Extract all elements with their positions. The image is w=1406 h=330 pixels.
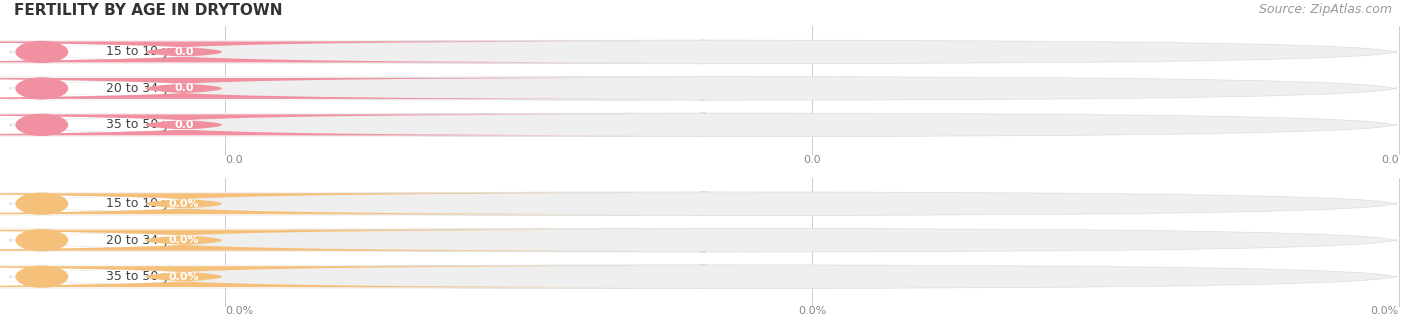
Ellipse shape: [15, 266, 69, 288]
FancyBboxPatch shape: [10, 228, 1396, 252]
Text: 0.0%: 0.0%: [169, 199, 200, 209]
Text: 15 to 19 years: 15 to 19 years: [107, 197, 197, 210]
FancyBboxPatch shape: [0, 229, 637, 252]
Text: 0.0%: 0.0%: [169, 235, 200, 245]
FancyBboxPatch shape: [0, 42, 703, 62]
Text: 0.0: 0.0: [174, 120, 194, 130]
FancyBboxPatch shape: [0, 192, 637, 215]
Text: 0.0: 0.0: [174, 47, 194, 57]
FancyBboxPatch shape: [0, 40, 637, 63]
Text: 0.0: 0.0: [803, 154, 821, 165]
FancyBboxPatch shape: [10, 113, 1396, 137]
FancyBboxPatch shape: [0, 115, 703, 135]
Text: 20 to 34 years: 20 to 34 years: [107, 82, 197, 95]
Text: 0.0%: 0.0%: [1371, 306, 1399, 316]
Ellipse shape: [15, 193, 69, 215]
Ellipse shape: [15, 114, 69, 136]
FancyBboxPatch shape: [10, 77, 1396, 100]
FancyBboxPatch shape: [0, 78, 703, 99]
Text: 35 to 50 years: 35 to 50 years: [105, 118, 197, 131]
Text: 0.0%: 0.0%: [797, 306, 827, 316]
Text: FERTILITY BY AGE IN DRYTOWN: FERTILITY BY AGE IN DRYTOWN: [14, 3, 283, 18]
FancyBboxPatch shape: [10, 265, 1396, 288]
Text: 0.0%: 0.0%: [169, 272, 200, 282]
Text: 35 to 50 years: 35 to 50 years: [105, 270, 197, 283]
FancyBboxPatch shape: [0, 193, 703, 214]
Text: 20 to 34 years: 20 to 34 years: [107, 234, 197, 247]
Ellipse shape: [15, 77, 69, 100]
Ellipse shape: [15, 229, 69, 251]
Text: Source: ZipAtlas.com: Source: ZipAtlas.com: [1258, 3, 1392, 16]
FancyBboxPatch shape: [0, 230, 703, 251]
FancyBboxPatch shape: [0, 265, 637, 288]
Text: 0.0: 0.0: [225, 154, 243, 165]
FancyBboxPatch shape: [0, 77, 637, 100]
FancyBboxPatch shape: [10, 192, 1396, 215]
Text: 0.0%: 0.0%: [225, 306, 253, 316]
FancyBboxPatch shape: [10, 40, 1396, 64]
Text: 0.0: 0.0: [1381, 154, 1399, 165]
FancyBboxPatch shape: [0, 266, 703, 287]
Ellipse shape: [15, 41, 69, 63]
Text: 15 to 19 years: 15 to 19 years: [107, 46, 197, 58]
FancyBboxPatch shape: [0, 113, 637, 136]
Text: 0.0: 0.0: [174, 83, 194, 93]
